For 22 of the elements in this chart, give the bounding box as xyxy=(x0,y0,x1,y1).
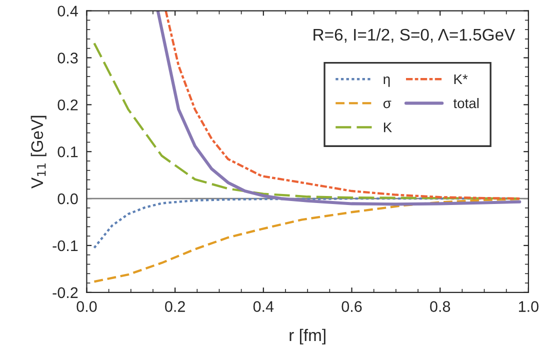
legend-label: η xyxy=(384,76,390,87)
legend-label: total xyxy=(453,98,479,108)
y-tick-label: 0.4 xyxy=(58,6,78,17)
y-tick-label: -0.2 xyxy=(52,287,78,298)
y-tick-label: 0.0 xyxy=(58,193,78,204)
x-axis-title: r [fm] xyxy=(290,328,326,344)
legend-label: σ xyxy=(383,100,392,108)
x-tick-label: 0.0 xyxy=(76,301,97,312)
annotation: R=6, I=1/2, S=0, Λ=1.5GeV xyxy=(314,28,516,43)
x-tick-label: 0.8 xyxy=(430,301,450,312)
y-axis-title: V$_{11}$ [GeV] xyxy=(30,116,46,188)
x-tick-label: 0.4 xyxy=(253,301,274,312)
y-tick-label: 0.3 xyxy=(58,52,78,64)
x-tick-label: 0.2 xyxy=(165,301,185,312)
y-tick-label: 0.1 xyxy=(58,146,78,158)
legend-label: K* xyxy=(454,74,468,84)
x-tick-label: 1.0 xyxy=(518,301,538,312)
y-tick-label: -0.1 xyxy=(52,240,78,252)
legend-label: K xyxy=(384,122,392,132)
x-tick-label: 0.6 xyxy=(342,301,362,312)
line-series xyxy=(93,198,521,283)
y-tick-label: 0.2 xyxy=(58,100,78,110)
